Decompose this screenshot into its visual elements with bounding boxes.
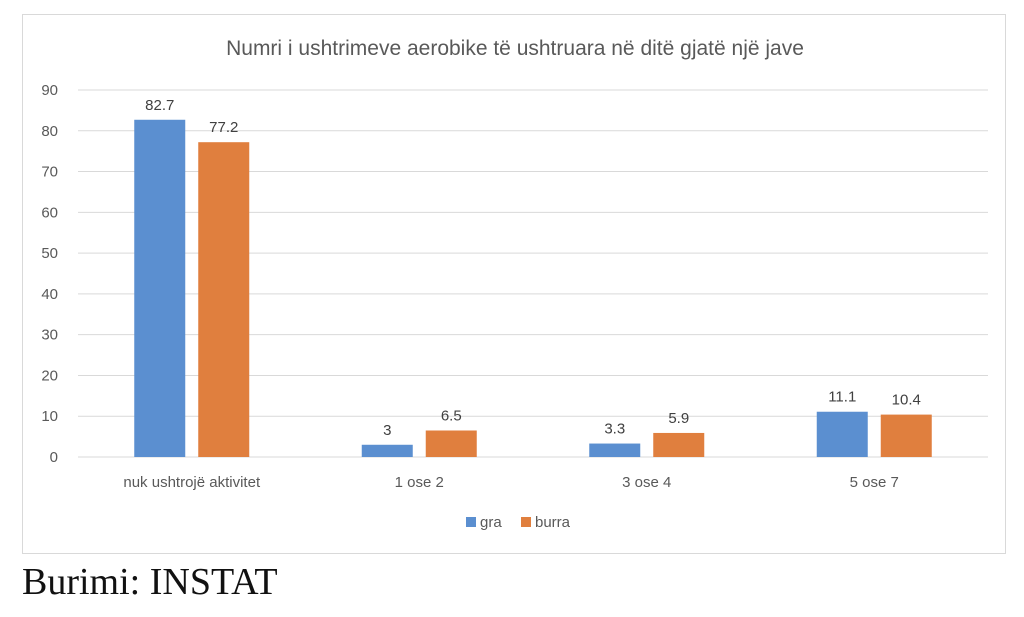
x-axis-ticks: nuk ushtrojë aktivitet 1 ose 2 3 ose 4 5 os…	[123, 474, 898, 491]
legend-label: gra	[480, 514, 502, 531]
data-label: 11.1	[828, 389, 856, 406]
legend-label: burra	[535, 514, 571, 531]
bar-chart: Numri i ushtrimeve aerobike të ushtruara…	[41, 37, 988, 531]
y-tick-label: 20	[41, 367, 58, 384]
data-label: 82.7	[145, 97, 174, 114]
y-axis-ticks: 0 10 20 30 40 50 60 70 80 90	[41, 82, 58, 466]
data-label: 6.5	[441, 407, 462, 424]
x-tick-label: nuk ushtrojë aktivitet	[123, 474, 261, 491]
data-label: 5.9	[668, 410, 689, 427]
bar-gra	[589, 443, 641, 457]
bar-burra	[198, 142, 250, 457]
data-label: 10.4	[892, 392, 921, 409]
bars	[134, 119, 932, 458]
bar-gra	[134, 119, 186, 458]
source-note: Burimi: INSTAT	[22, 561, 278, 603]
legend-swatch-burra	[521, 517, 531, 527]
bar-burra	[425, 430, 477, 457]
data-label: 77.2	[209, 119, 238, 136]
y-tick-label: 70	[41, 164, 58, 181]
data-label: 3	[383, 422, 391, 439]
y-tick-label: 0	[50, 449, 58, 466]
y-tick-label: 10	[41, 408, 58, 425]
y-tick-label: 60	[41, 204, 58, 221]
y-tick-label: 80	[41, 123, 58, 140]
x-tick-label: 1 ose 2	[395, 474, 444, 491]
data-label: 3.3	[604, 421, 625, 438]
chart-container: Numri i ushtrimeve aerobike të ushtruara…	[22, 14, 1006, 554]
bar-burra	[880, 414, 932, 457]
x-tick-label: 3 ose 4	[622, 474, 671, 491]
bar-burra	[653, 432, 705, 457]
data-labels: 82.7 77.2 3 6.5 3.3 5.9 11.1 10.4	[145, 97, 921, 439]
y-tick-label: 50	[41, 245, 58, 262]
bar-gra	[816, 411, 868, 457]
legend-swatch-gra	[466, 517, 476, 527]
y-tick-label: 30	[41, 327, 58, 344]
chart-title: Numri i ushtrimeve aerobike të ushtruara…	[226, 37, 804, 60]
y-tick-label: 40	[41, 286, 58, 303]
y-tick-label: 90	[41, 82, 58, 99]
x-tick-label: 5 ose 7	[850, 474, 899, 491]
bar-gra	[361, 444, 413, 457]
legend: gra burra	[466, 514, 571, 531]
